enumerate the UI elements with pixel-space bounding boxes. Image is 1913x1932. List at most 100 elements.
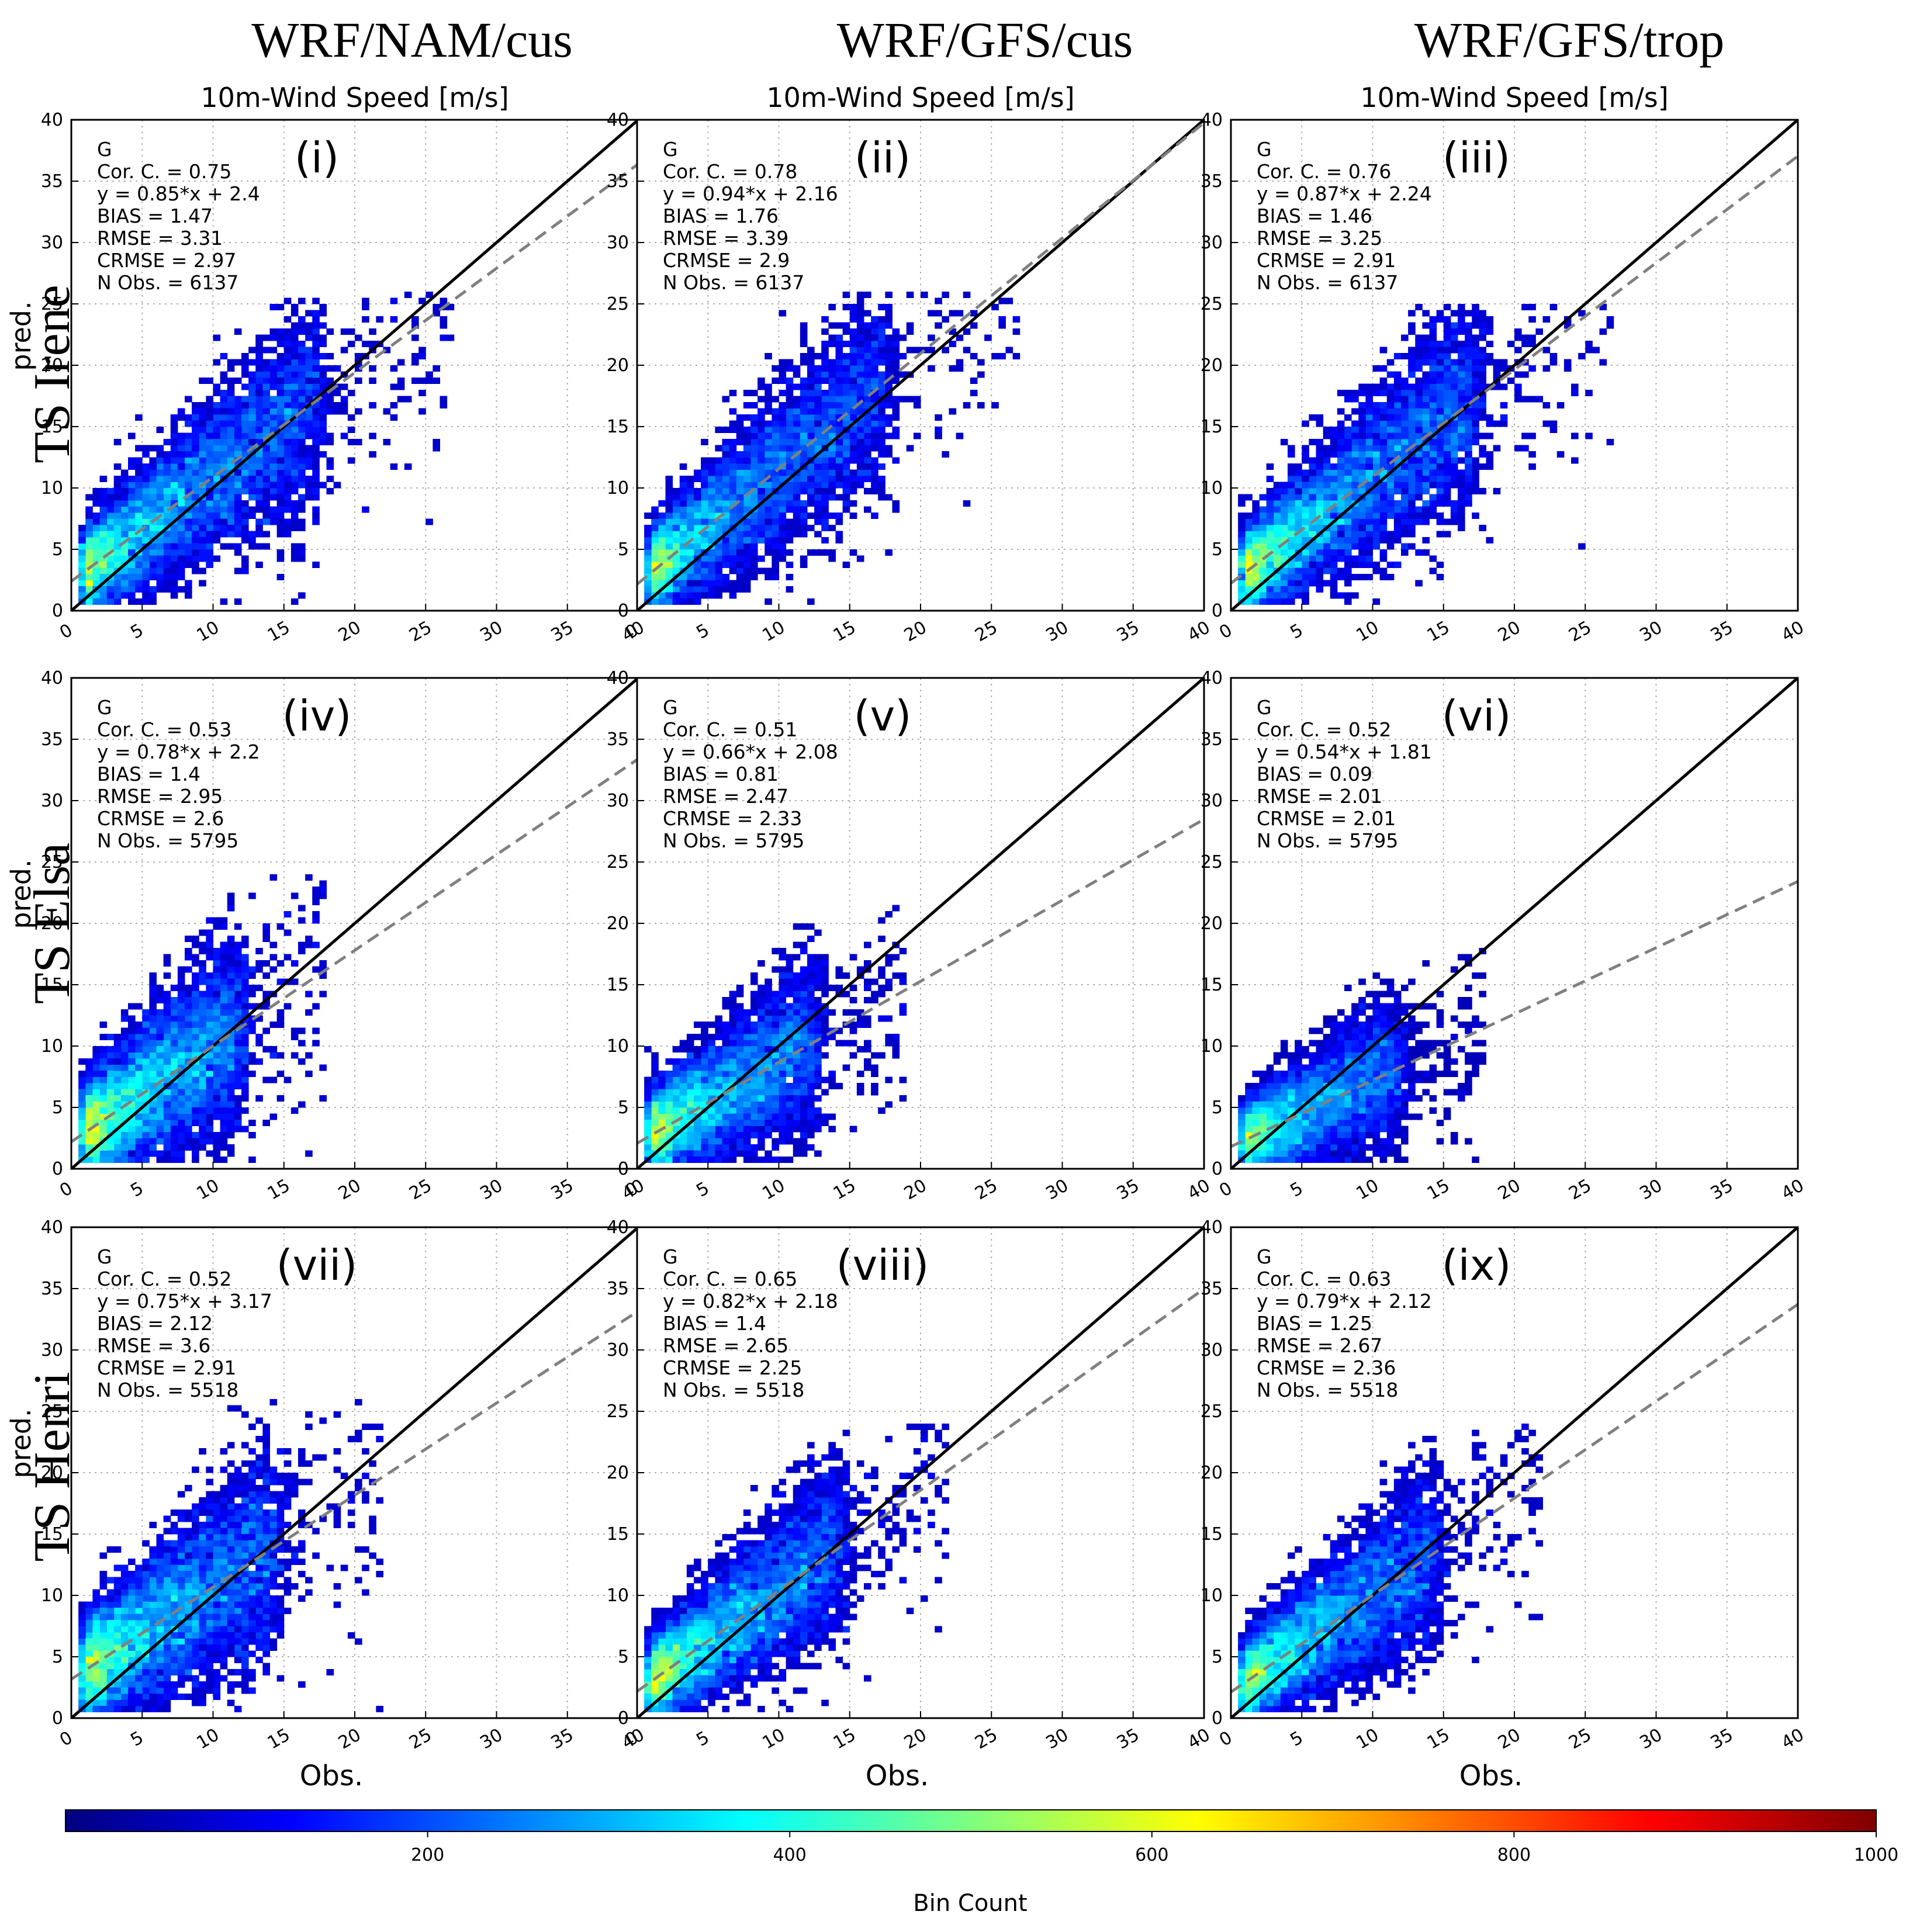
heatmap-bin [764,549,772,556]
heatmap-bin [319,880,327,887]
x-tick-label: 0 [56,1178,76,1202]
heatmap-bin [319,439,327,445]
heatmap-bin [715,1120,722,1126]
heatmap-bin [757,420,765,427]
heatmap-bin [262,543,270,550]
heatmap-bin [1330,592,1338,599]
heatmap-bin [708,494,715,501]
heatmap-bin [842,1009,850,1016]
heatmap-bin [1337,525,1345,531]
heatmap-bin [255,1040,263,1047]
heatmap-bin [163,1126,171,1133]
heatmap-bin [319,427,327,433]
heatmap-bin [185,985,192,991]
heatmap-bin [1344,463,1352,470]
heatmap-bin [757,567,765,574]
heatmap-bin [99,531,108,538]
heatmap-bin [878,917,885,924]
heatmap-bin [312,899,320,905]
heatmap-bin [772,1064,779,1071]
heatmap-bin [78,1076,86,1083]
heatmap-bin [665,562,673,568]
heatmap-bin [262,960,270,967]
heatmap-bin [234,469,242,476]
heatmap-bin [1288,567,1295,574]
heatmap-bin [241,353,249,359]
heatmap-bin [672,1064,680,1071]
heatmap-bin [729,463,737,470]
heatmap-bin [142,500,150,507]
heatmap-bin [177,1046,185,1052]
heatmap-bin [1408,359,1416,366]
heatmap-bin [220,1015,228,1022]
heatmap-bin [170,1138,178,1145]
heatmap-bin [821,525,829,531]
heatmap-bin [1344,439,1352,445]
heatmap-bin [750,1034,758,1040]
heatmap-bin [835,1040,843,1047]
heatmap-bin [347,328,355,335]
heatmap-bin [942,347,949,354]
heatmap-bin [1450,500,1458,507]
heatmap-bin [814,402,822,408]
heatmap-bin [736,1132,744,1138]
heatmap-bin [729,500,737,507]
heatmap-bin [715,1126,722,1133]
heatmap-bin [99,1095,108,1102]
heatmap-bin [786,432,794,439]
heatmap-bin [800,513,808,519]
heatmap-bin [1386,439,1395,445]
heatmap-bin [1252,543,1260,550]
heatmap-bin [821,457,829,464]
heatmap-bin [298,1027,306,1034]
heatmap-bin [220,506,228,513]
heatmap-bin [842,1040,850,1047]
heatmap-bin [772,1058,779,1065]
heatmap-bin [793,427,801,433]
heatmap-bin [658,1083,666,1089]
heatmap-bin [128,518,136,525]
heatmap-bin [206,1120,213,1126]
heatmap-bin [743,1064,751,1071]
heatmap-bin [814,506,822,513]
heatmap-bin [871,359,878,366]
heatmap-bin [312,383,320,390]
heatmap-bin [786,1064,794,1071]
heatmap-bin [170,1003,178,1010]
heatmap-bin [298,1101,306,1108]
heatmap-bin [800,469,808,476]
heatmap-bin [828,334,836,341]
heatmap-bin [220,451,228,458]
heatmap-bin [305,365,313,372]
heatmap-bin [1273,513,1281,519]
heatmap-bin [1429,555,1437,562]
y-tick-label: 20 [607,913,629,934]
heatmap-bin [78,1150,86,1157]
heatmap-bin [764,353,772,359]
heatmap-bin [849,457,857,464]
heatmap-bin [142,469,150,476]
y-tick-label: 15 [41,975,63,995]
heatmap-bin [701,1138,708,1145]
heatmap-bin [213,1089,221,1096]
heatmap-bin [849,488,857,494]
heatmap-bin [397,378,405,384]
heatmap-bin [1379,457,1388,464]
heatmap-bin [269,378,278,384]
y-axis-label: pred. [5,859,37,929]
heatmap-bin [241,365,249,372]
heatmap-bin [736,1027,744,1034]
heatmap-bin [192,936,199,942]
heatmap-bin [708,592,715,599]
heatmap-bin [283,488,292,494]
heatmap-bin [241,445,249,452]
heatmap-bin [1386,432,1395,439]
heatmap-bin [722,1083,730,1089]
heatmap-bin [113,494,122,501]
heatmap-bin [871,371,878,378]
heatmap-bin [1415,408,1423,415]
heatmap-bin [1365,451,1373,458]
heatmap-bin [786,1015,794,1022]
heatmap-bin [170,574,178,580]
heatmap-bin [644,567,652,574]
